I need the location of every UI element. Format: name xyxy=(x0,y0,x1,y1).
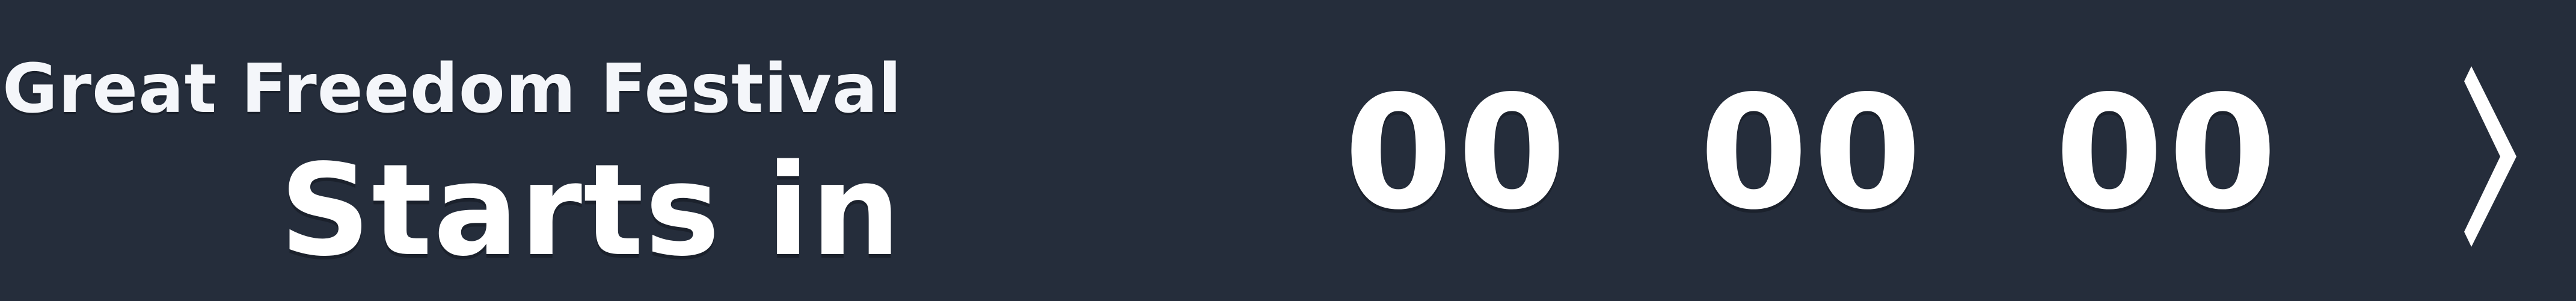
next-button[interactable] xyxy=(2450,51,2535,262)
starts-in-label: Starts in xyxy=(280,137,902,284)
countdown-unit-2: 00 xyxy=(1699,63,1927,244)
countdown-unit-1: 00 xyxy=(1344,63,1571,244)
countdown-unit-3: 00 xyxy=(2055,63,2282,244)
chevron-right-icon xyxy=(2464,66,2516,247)
title-block: Great Freedom Festival Starts in xyxy=(2,36,902,283)
countdown-timer: 00 00 00 xyxy=(1344,69,2282,238)
event-name: Great Freedom Festival xyxy=(2,50,902,128)
